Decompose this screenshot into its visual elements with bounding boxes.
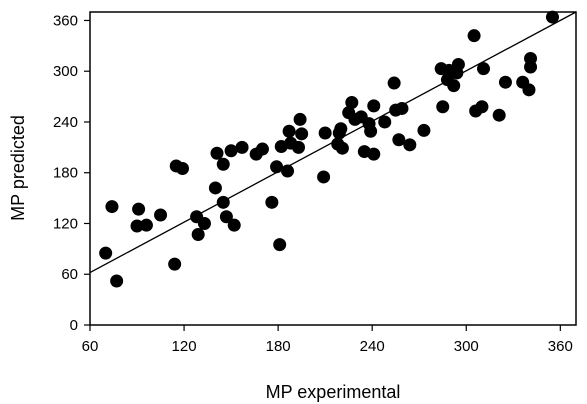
data-point xyxy=(225,144,238,157)
data-point xyxy=(417,124,430,137)
data-point xyxy=(475,100,488,113)
data-point xyxy=(452,58,465,71)
data-point xyxy=(378,115,391,128)
data-point xyxy=(294,113,307,126)
data-point xyxy=(192,228,205,241)
data-point xyxy=(524,60,537,73)
data-point xyxy=(292,141,305,154)
data-point xyxy=(388,77,401,90)
data-point xyxy=(265,196,278,209)
data-point xyxy=(256,143,269,156)
data-point xyxy=(236,141,249,154)
data-point xyxy=(210,147,223,160)
data-point xyxy=(499,76,512,89)
x-tick-label: 60 xyxy=(82,338,99,355)
data-point xyxy=(217,158,230,171)
data-point xyxy=(364,125,377,138)
data-point xyxy=(132,203,145,216)
data-point xyxy=(522,83,535,96)
data-point xyxy=(110,275,123,288)
data-points xyxy=(99,11,559,288)
data-point xyxy=(367,148,380,161)
data-point xyxy=(436,100,449,113)
data-point xyxy=(477,62,490,75)
x-axis-title: MP experimental xyxy=(266,382,401,402)
y-tick-label: 240 xyxy=(53,114,78,131)
data-point xyxy=(546,11,559,24)
data-point xyxy=(295,127,308,140)
y-tick-label: 120 xyxy=(53,215,78,232)
plot-frame xyxy=(90,12,576,325)
data-point xyxy=(367,99,380,112)
data-point xyxy=(209,181,222,194)
data-point xyxy=(140,219,153,232)
y-axis-title: MP predicted xyxy=(8,115,28,221)
x-tick-label: 360 xyxy=(548,338,573,355)
data-point xyxy=(334,122,347,135)
data-point xyxy=(317,170,330,183)
data-point xyxy=(168,258,181,271)
x-tick-label: 240 xyxy=(360,338,385,355)
data-point xyxy=(395,102,408,115)
data-point xyxy=(493,109,506,122)
data-point xyxy=(447,79,460,92)
y-tick-label: 360 xyxy=(53,12,78,29)
data-point xyxy=(176,162,189,175)
x-tick-label: 120 xyxy=(172,338,197,355)
data-point xyxy=(154,209,167,222)
data-point xyxy=(273,238,286,251)
y-tick-label: 60 xyxy=(61,266,78,283)
data-point xyxy=(403,138,416,151)
data-point xyxy=(99,247,112,260)
data-point xyxy=(345,96,358,109)
y-tick-label: 300 xyxy=(53,63,78,80)
data-point xyxy=(283,125,296,138)
data-point xyxy=(336,142,349,155)
data-point xyxy=(105,200,118,213)
data-point xyxy=(217,196,230,209)
data-point xyxy=(468,29,481,42)
data-point xyxy=(198,217,211,230)
x-tick-label: 180 xyxy=(266,338,291,355)
data-point xyxy=(319,126,332,139)
x-tick-label: 300 xyxy=(454,338,479,355)
data-point xyxy=(228,219,241,232)
y-tick-label: 180 xyxy=(53,165,78,182)
y-tick-label: 0 xyxy=(70,317,78,334)
data-point xyxy=(281,165,294,178)
